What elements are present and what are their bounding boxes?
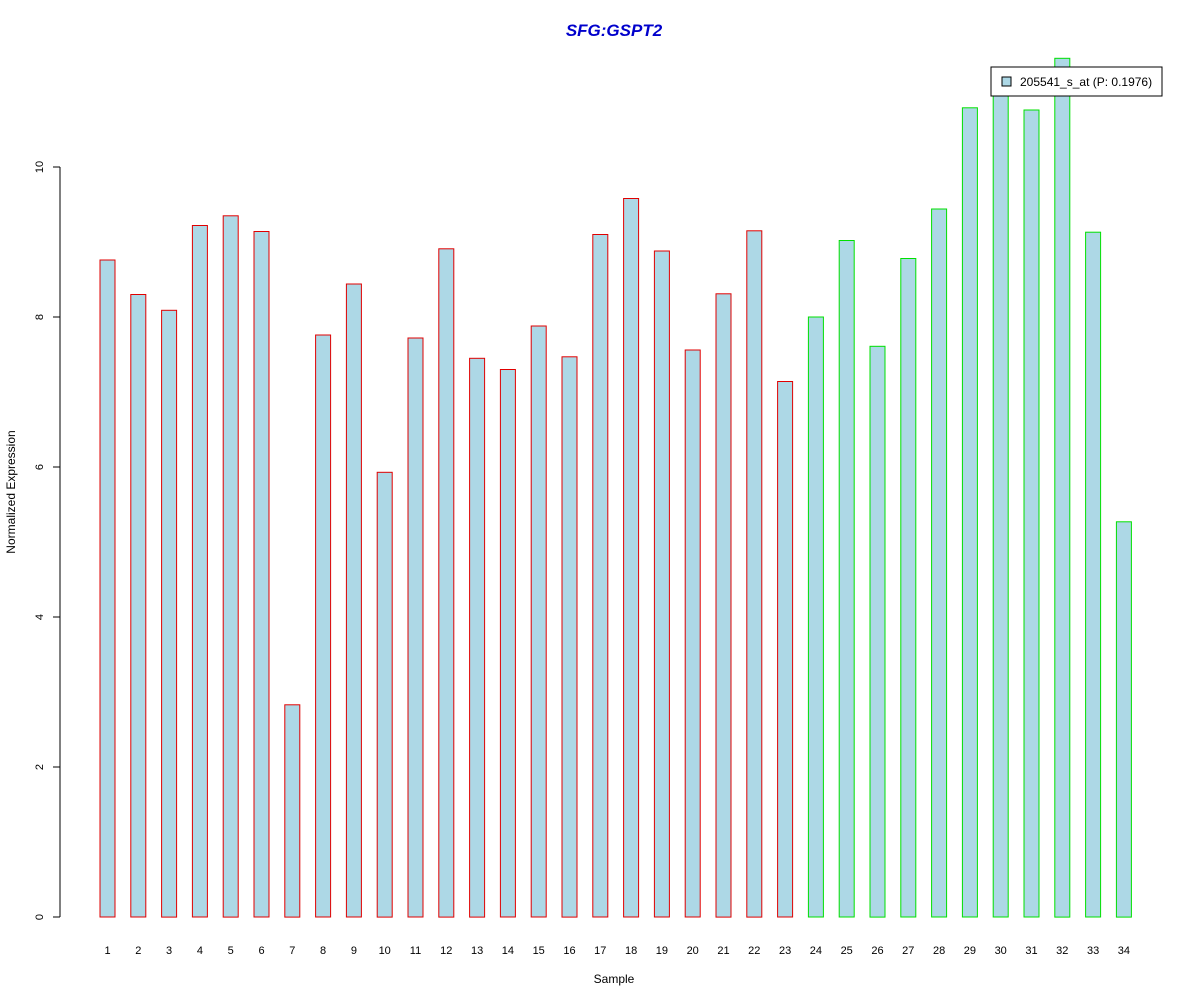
- bar-sample-31: [1023, 109, 1040, 918]
- y-tick-label: 0: [34, 914, 46, 920]
- y-axis-label: Normalized Expression: [4, 430, 18, 553]
- bar-sample-16: [561, 356, 578, 918]
- x-tick-label: 21: [717, 945, 729, 957]
- bar-sample-11: [407, 337, 424, 918]
- x-axis: 1 2 3 4 5 6 7 8 9 10 11 12 13 14 15 16 17 18 19 20 21 22 23 24 2…: [104, 945, 1130, 957]
- bar-sample-3: [161, 309, 178, 918]
- bars-layer: [99, 57, 1132, 918]
- x-tick-label: 6: [258, 945, 264, 957]
- bar-sample-2: [130, 294, 147, 918]
- bar-sample-30: [992, 91, 1009, 918]
- bar-sample-4: [191, 225, 208, 918]
- y-tick-label: 8: [34, 314, 46, 320]
- bar-sample-23: [777, 381, 794, 918]
- x-tick-label: 27: [902, 945, 914, 957]
- bar-sample-32: [1054, 57, 1071, 918]
- bar-sample-18: [623, 198, 640, 918]
- x-tick-label: 34: [1118, 945, 1130, 957]
- legend-label: 205541_s_at (P: 0.1976): [1020, 75, 1152, 89]
- bar-sample-13: [469, 357, 486, 918]
- bar-sample-10: [376, 471, 393, 918]
- y-tick-label: 2: [34, 764, 46, 770]
- bar-sample-28: [931, 208, 948, 918]
- bar-sample-21: [715, 293, 732, 918]
- x-tick-label: 1: [104, 945, 110, 957]
- x-tick-label: 19: [656, 945, 668, 957]
- x-tick-label: 33: [1087, 945, 1099, 957]
- x-tick-label: 28: [933, 945, 945, 957]
- bar-sample-9: [345, 283, 362, 918]
- y-tick-label: 10: [34, 161, 46, 173]
- bar-sample-15: [530, 325, 547, 918]
- x-tick-label: 23: [779, 945, 791, 957]
- legend-box: [990, 66, 1163, 97]
- x-tick-label: 2: [135, 945, 141, 957]
- bar-sample-34: [1115, 521, 1132, 918]
- x-tick-label: 15: [533, 945, 545, 957]
- bar-sample-1: [99, 259, 116, 918]
- bar-sample-22: [746, 230, 763, 918]
- x-tick-label: 12: [440, 945, 452, 957]
- legend-swatch: [1001, 76, 1012, 87]
- x-tick-label: 4: [197, 945, 203, 957]
- x-tick-label: 26: [871, 945, 883, 957]
- x-tick-label: 22: [748, 945, 760, 957]
- x-tick-label: 29: [964, 945, 976, 957]
- bar-sample-5: [222, 215, 239, 918]
- legend: 205541_s_at (P: 0.1976): [990, 66, 1163, 97]
- bar-sample-33: [1085, 231, 1102, 918]
- x-tick-label: 25: [841, 945, 853, 957]
- x-tick-label: 3: [166, 945, 172, 957]
- x-tick-label: 10: [379, 945, 391, 957]
- x-tick-label: 8: [320, 945, 326, 957]
- y-axis: 0 2 4 6 8 10: [34, 161, 61, 920]
- bar-sample-29: [961, 107, 978, 918]
- x-tick-label: 17: [594, 945, 606, 957]
- chart-title: SFG:GSPT2: [566, 21, 663, 40]
- x-tick-label: 13: [471, 945, 483, 957]
- bar-sample-6: [253, 231, 270, 918]
- y-tick-label: 4: [34, 614, 46, 620]
- x-tick-label: 24: [810, 945, 822, 957]
- x-tick-label: 7: [289, 945, 295, 957]
- bar-sample-7: [284, 704, 301, 918]
- x-tick-label: 20: [687, 945, 699, 957]
- bar-sample-14: [499, 369, 516, 918]
- x-tick-label: 11: [410, 945, 421, 957]
- bar-sample-27: [900, 258, 917, 918]
- x-tick-label: 31: [1025, 945, 1037, 957]
- bar-sample-17: [592, 234, 609, 918]
- x-axis-label: Sample: [594, 972, 635, 986]
- x-tick-label: 9: [351, 945, 357, 957]
- bar-sample-20: [684, 349, 701, 918]
- x-tick-label: 14: [502, 945, 514, 957]
- x-tick-label: 16: [563, 945, 575, 957]
- x-tick-label: 18: [625, 945, 637, 957]
- x-tick-label: 5: [228, 945, 234, 957]
- bar-sample-12: [438, 248, 455, 918]
- x-tick-label: 30: [995, 945, 1007, 957]
- x-tick-label: 32: [1056, 945, 1068, 957]
- bar-sample-25: [838, 240, 855, 918]
- bar-sample-8: [315, 334, 332, 918]
- bar-sample-24: [807, 316, 824, 918]
- y-tick-label: 6: [34, 464, 46, 470]
- bar-sample-19: [653, 250, 670, 918]
- bar-sample-26: [869, 345, 886, 918]
